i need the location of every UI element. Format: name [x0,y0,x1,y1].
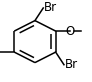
Text: Br: Br [64,58,78,71]
Text: O: O [66,25,75,38]
Text: Br: Br [44,1,57,15]
